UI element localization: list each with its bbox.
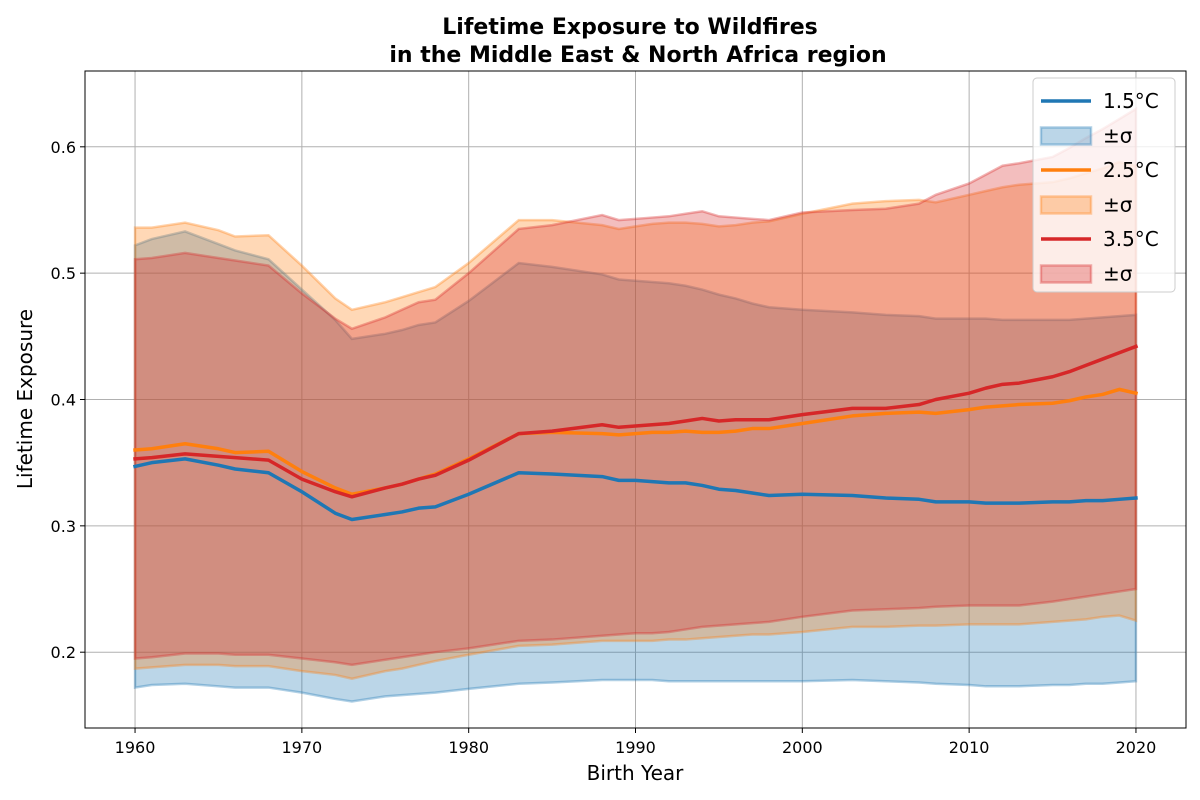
std-band-2 bbox=[133, 160, 1138, 681]
legend-series-label: 1.5°C bbox=[1103, 89, 1159, 113]
x-tick-label: 2020 bbox=[1116, 738, 1157, 757]
chart-title-line-2: in the Middle East & North Africa region bbox=[389, 43, 886, 68]
legend-band-label: ±σ bbox=[1103, 262, 1133, 286]
y-tick-label: 0.3 bbox=[51, 517, 76, 536]
x-tick-label: 1960 bbox=[115, 738, 156, 757]
y-tick-label: 0.5 bbox=[51, 264, 76, 283]
std-bands bbox=[133, 106, 1138, 703]
legend: 1.5°C ±σ 2.5°C ±σ 3.5°C ±σ bbox=[1032, 77, 1176, 293]
mean-line-1 bbox=[132, 457, 1138, 522]
y-tick-label: 0.4 bbox=[51, 391, 76, 410]
chart-title-line-1: Lifetime Exposure to Wildfires bbox=[442, 15, 817, 40]
x-tick-label: 2000 bbox=[782, 738, 823, 757]
x-axis-ticks: 1960 1970 1980 1990 2000 2010 2020 bbox=[115, 728, 1157, 757]
x-axis-label: Birth Year bbox=[587, 761, 684, 785]
grid bbox=[85, 71, 1186, 728]
legend-band-label: ±σ bbox=[1103, 124, 1133, 148]
mean-line-2 bbox=[133, 387, 1139, 497]
std-band-1 bbox=[133, 230, 1138, 703]
mean-line-3 bbox=[133, 344, 1139, 499]
std-band-3 bbox=[133, 106, 1138, 667]
legend-band-swatch bbox=[1039, 126, 1093, 146]
y-axis-ticks: 0.2 0.3 0.4 0.5 0.6 bbox=[51, 138, 85, 662]
y-tick-label: 0.2 bbox=[51, 643, 76, 662]
mean-lines bbox=[132, 344, 1139, 522]
legend-series-label: 2.5°C bbox=[1103, 158, 1159, 182]
y-tick-label: 0.6 bbox=[51, 138, 76, 157]
legend-series-label: 3.5°C bbox=[1103, 227, 1159, 251]
legend-band-swatch bbox=[1039, 195, 1093, 215]
x-tick-label: 1990 bbox=[615, 738, 656, 757]
x-tick-label: 1970 bbox=[282, 738, 323, 757]
x-tick-label: 1980 bbox=[448, 738, 489, 757]
y-axis-label: Lifetime Exposure bbox=[13, 309, 37, 489]
legend-band-label: ±σ bbox=[1103, 193, 1133, 217]
legend-band-swatch bbox=[1039, 264, 1093, 284]
x-tick-label: 2010 bbox=[949, 738, 990, 757]
